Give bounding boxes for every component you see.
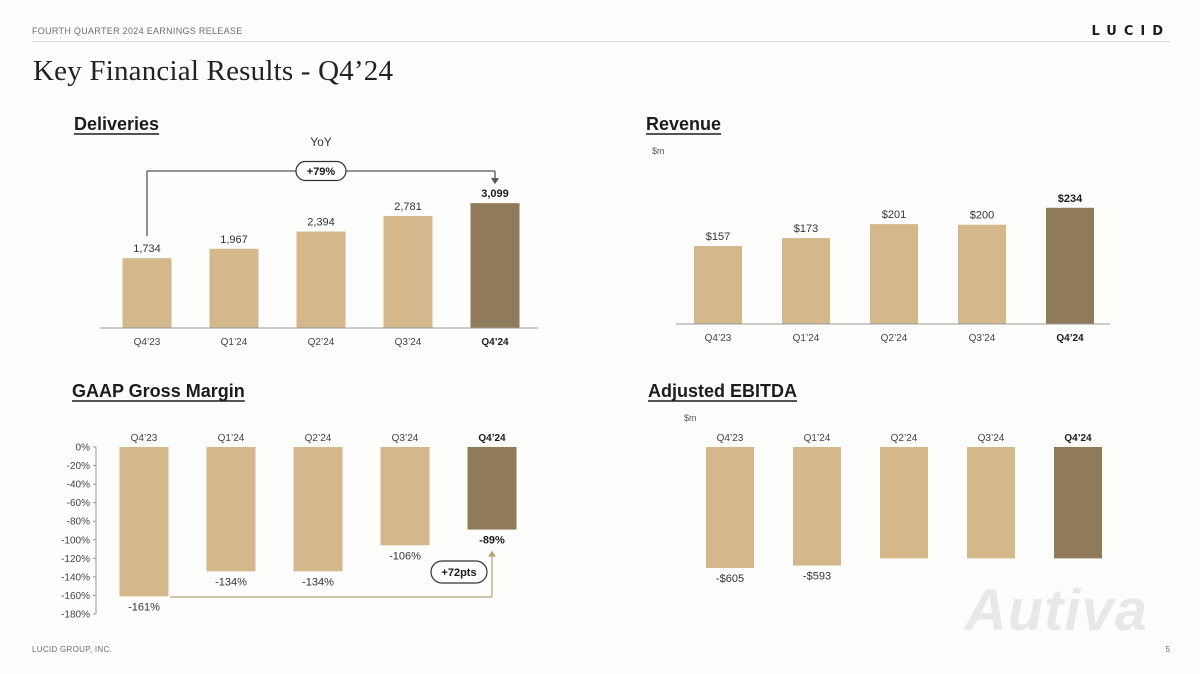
revenue-value-label: $157 — [706, 231, 730, 243]
revenue-value-label: $200 — [970, 210, 994, 222]
deliveries-value-label: 2,394 — [307, 217, 335, 229]
gross_margin-value-label: -89% — [479, 535, 505, 547]
gross_margin-value-label: -106% — [389, 550, 421, 562]
deliveries-value-label: 3,099 — [481, 188, 509, 200]
revenue-bar — [1046, 207, 1094, 324]
deliveries-bar — [209, 248, 259, 328]
gross_margin-bar — [380, 447, 430, 546]
revenue-bar — [782, 238, 830, 324]
adjusted_ebitda-title: Adjusted EBITDA — [648, 381, 797, 401]
revenue-value-label: $234 — [1058, 193, 1083, 205]
revenue-value-label: $201 — [882, 209, 906, 221]
revenue-bar — [870, 224, 918, 324]
revenue-category-label: Q3’24 — [969, 333, 996, 344]
margin-improvement-pill-text: +72pts — [441, 567, 476, 579]
revenue-value-label: $173 — [794, 223, 818, 235]
adjusted_ebitda-unit: $m — [684, 413, 697, 423]
release-label: FOURTH QUARTER 2024 EARNINGS RELEASE — [32, 26, 243, 36]
gross_margin-y-tick-label: -140% — [61, 572, 90, 583]
revenue-category-label: Q4’24 — [1056, 333, 1084, 344]
revenue-bar — [958, 224, 1006, 324]
deliveries-bar — [470, 203, 520, 328]
revenue-title: Revenue — [646, 114, 721, 134]
gross_margin-bar — [119, 447, 169, 597]
gross_margin-category-label: Q2’24 — [305, 433, 332, 444]
adjusted_ebitda-bar — [880, 447, 928, 559]
gross_margin-category-label: Q3’24 — [392, 433, 419, 444]
gross_margin-value-label: -134% — [215, 576, 247, 588]
deliveries-yoy-pill-text: +79% — [307, 166, 336, 178]
gross_margin-y-tick-label: -120% — [61, 554, 90, 565]
gross_margin-bar — [293, 447, 343, 572]
adjusted_ebitda-category-label: Q4’24 — [1064, 433, 1092, 444]
deliveries-yoy-pill — [295, 160, 347, 182]
gross_margin-bar — [206, 447, 256, 572]
deliveries-arrow-head — [491, 178, 499, 185]
deliveries-bar — [383, 215, 433, 328]
adjusted_ebitda-bar — [793, 447, 841, 566]
revenue-category-label: Q2’24 — [881, 333, 908, 344]
revenue-bar — [694, 246, 742, 324]
deliveries-bar — [122, 258, 172, 328]
gross_margin-y-tick-label: 0% — [76, 443, 91, 454]
deliveries-category-label: Q2’24 — [308, 337, 335, 348]
adjusted_ebitda-bar — [1054, 447, 1102, 559]
deliveries-value-label: 1,967 — [220, 234, 248, 246]
watermark-logo: Autiva — [964, 578, 1148, 643]
adjusted_ebitda-category-label: Q4’23 — [717, 433, 744, 444]
deliveries-category-label: Q4’24 — [481, 337, 509, 348]
gross_margin-y-tick-label: -160% — [61, 591, 90, 602]
page-title: Key Financial Results - Q4’24 — [33, 55, 394, 87]
gross_margin-bar — [467, 447, 517, 530]
adjusted_ebitda-category-label: Q2’24 — [891, 433, 918, 444]
deliveries-category-label: Q3’24 — [395, 337, 422, 348]
gross_margin-category-label: Q4’23 — [131, 433, 158, 444]
gross_margin-value-label: -161% — [128, 601, 160, 613]
header-divider — [32, 41, 1170, 42]
deliveries-value-label: 2,781 — [394, 201, 422, 213]
gross_margin-category-label: Q1’24 — [218, 433, 245, 444]
gross_margin-y-tick-label: -180% — [61, 610, 90, 621]
adjusted_ebitda-category-label: Q3’24 — [978, 433, 1005, 444]
deliveries-category-label: Q1’24 — [221, 337, 248, 348]
gross_margin-value-label: -134% — [302, 576, 334, 588]
adjusted_ebitda-bar — [967, 447, 1015, 559]
footer-company: LUCID GROUP, INC. — [32, 645, 113, 654]
revenue-category-label: Q4’23 — [705, 333, 732, 344]
adjusted_ebitda-value-label: -$605 — [716, 573, 744, 585]
deliveries-bar — [296, 231, 346, 328]
gross_margin-y-tick-label: -20% — [67, 461, 90, 472]
margin-arrow-head — [488, 550, 496, 557]
deliveries-category-label: Q4’23 — [134, 337, 161, 348]
gross_margin-y-tick-label: -60% — [67, 498, 90, 509]
gross_margin-y-tick-label: -40% — [67, 480, 90, 491]
adjusted_ebitda-bar — [706, 447, 754, 568]
margin-improvement-pill — [430, 560, 488, 584]
revenue-unit: $m — [652, 146, 665, 156]
gross_margin-y-tick-label: -100% — [61, 535, 90, 546]
gross_margin-category-label: Q4’24 — [478, 433, 506, 444]
lucid-logo: LUCID — [1091, 24, 1170, 39]
deliveries-title: Deliveries — [74, 114, 159, 134]
adjusted_ebitda-value-label: -$593 — [803, 571, 831, 583]
revenue-category-label: Q1’24 — [793, 333, 820, 344]
gross_margin-title: GAAP Gross Margin — [72, 381, 245, 401]
deliveries-yoy-label: YoY — [310, 135, 332, 149]
adjusted_ebitda-category-label: Q1’24 — [804, 433, 831, 444]
page-number: 5 — [1165, 645, 1170, 654]
deliveries-value-label: 1,734 — [133, 243, 161, 255]
gross_margin-y-tick-label: -80% — [67, 517, 90, 528]
